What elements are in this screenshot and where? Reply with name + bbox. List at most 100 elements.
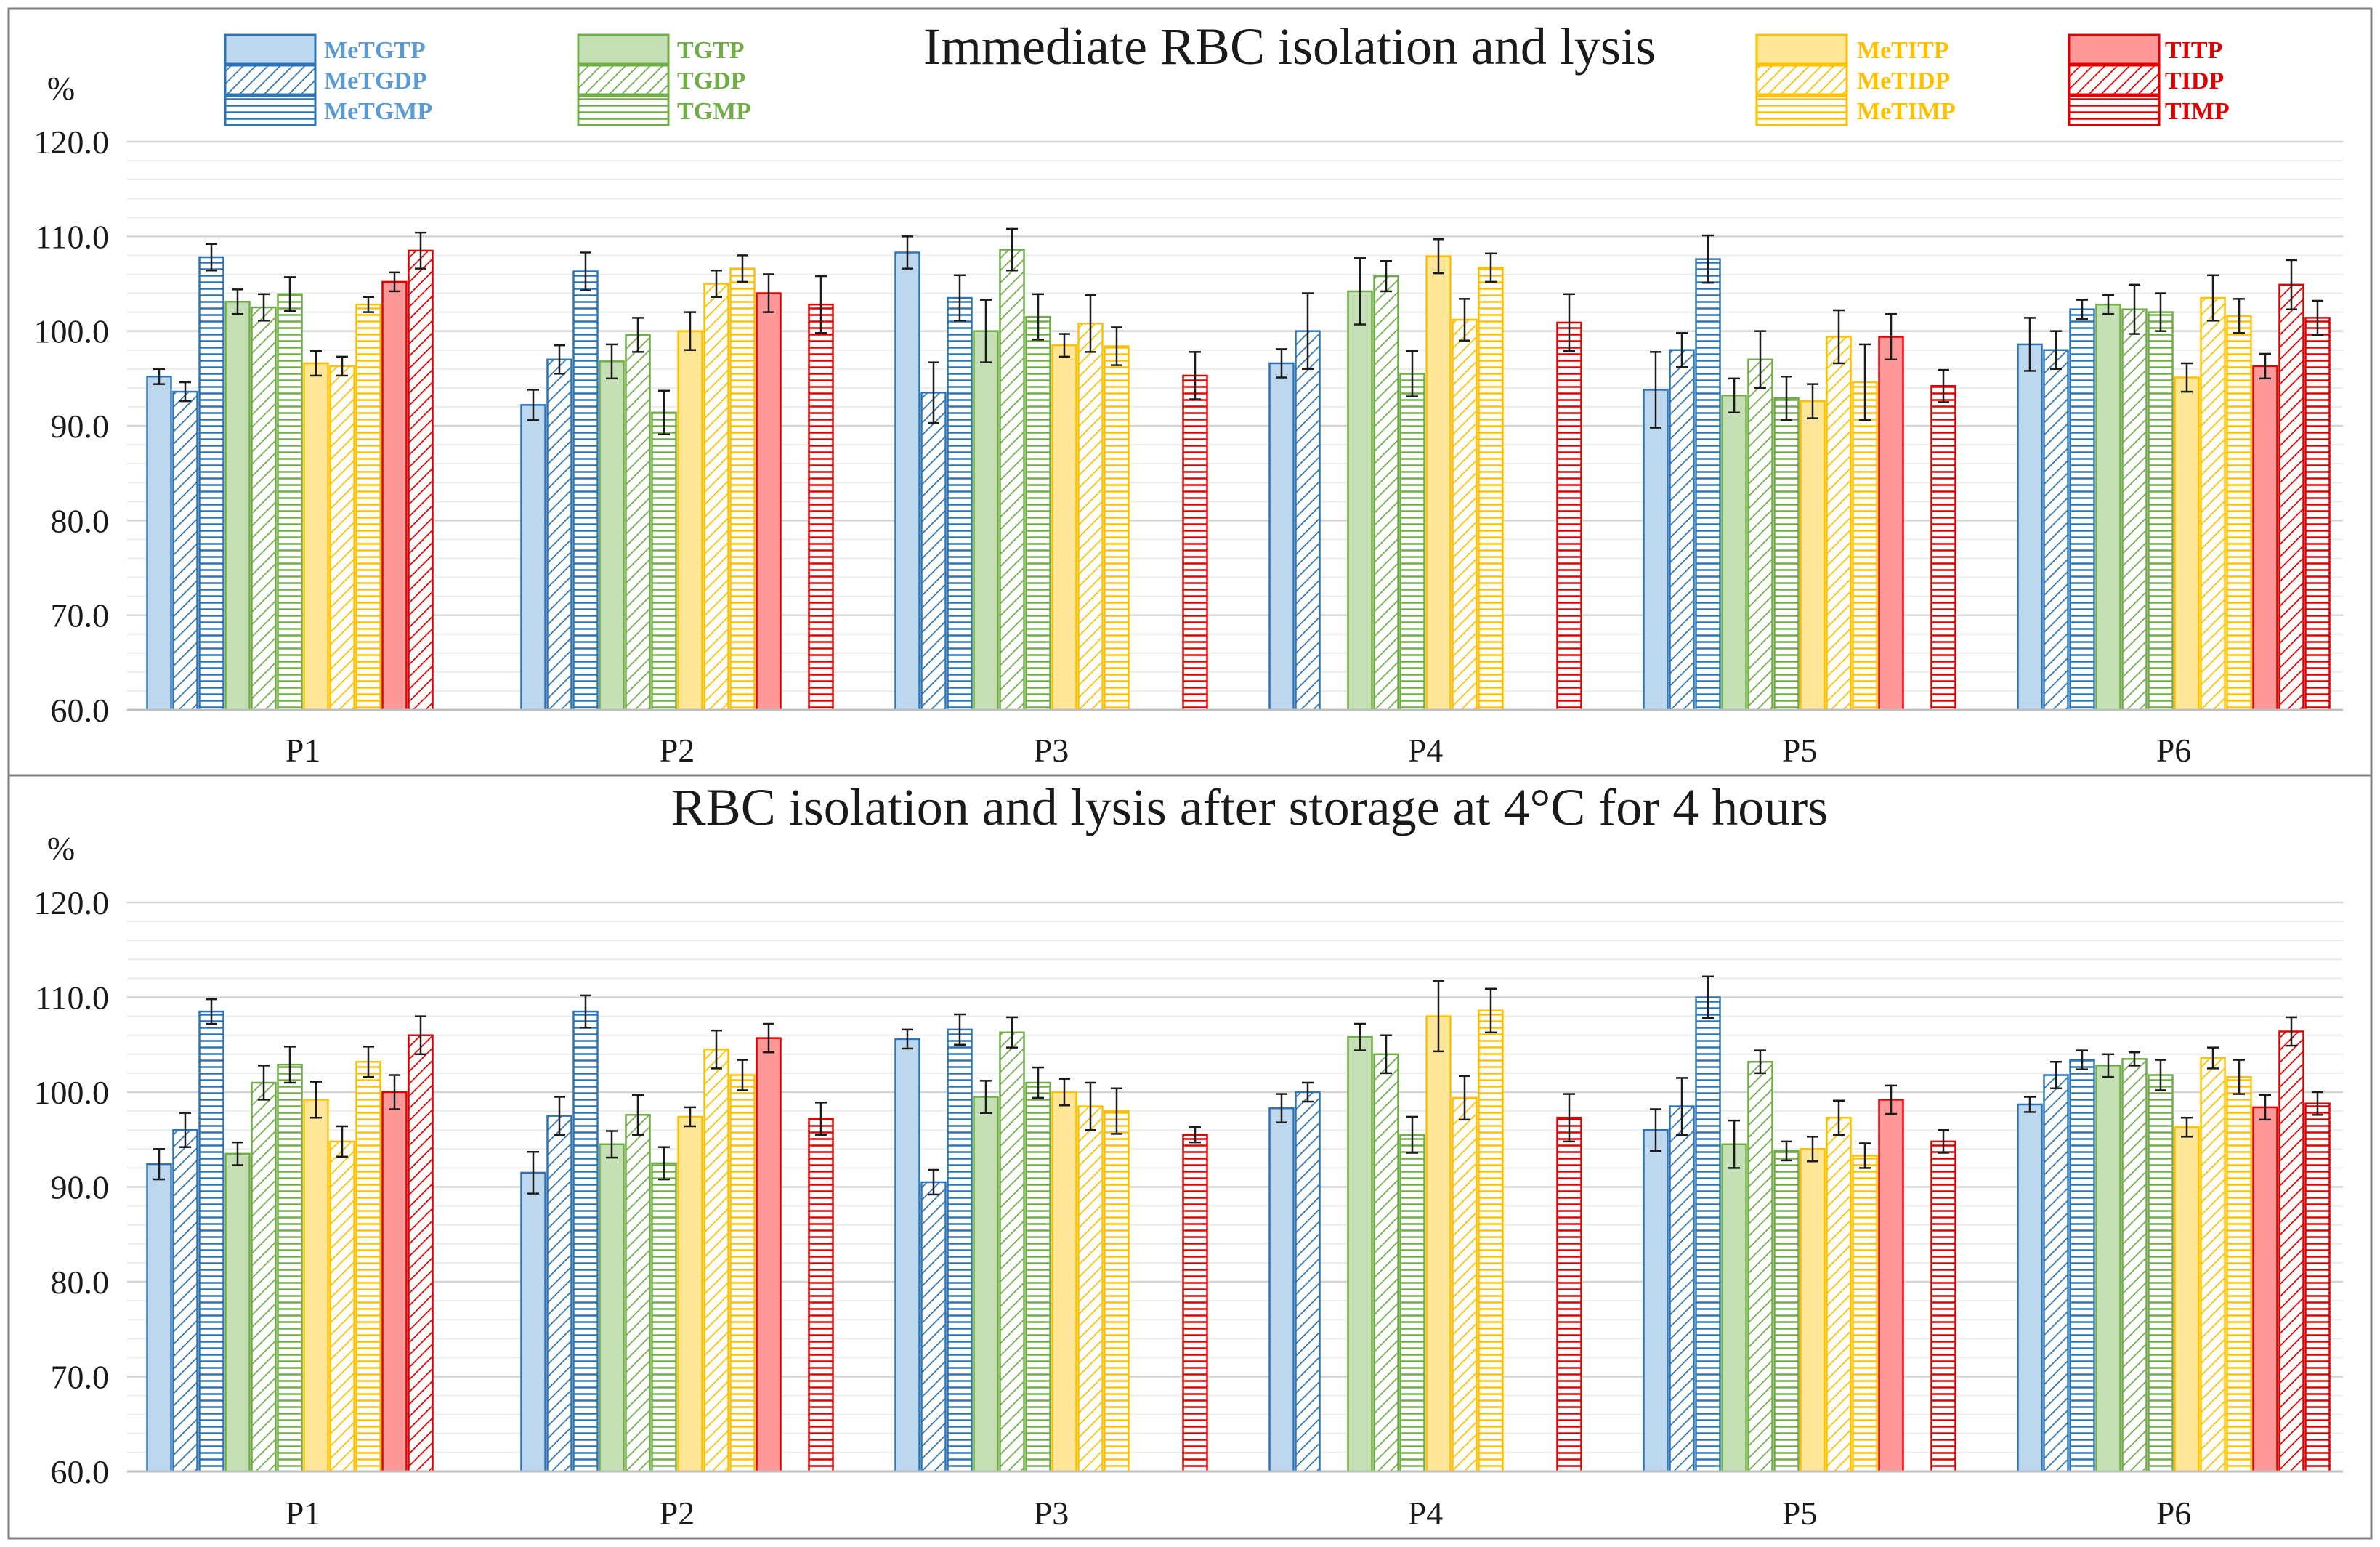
error-bar-metgtp-p6 <box>2024 1096 2036 1113</box>
x-category-label: P4 <box>1408 1495 1444 1532</box>
error-bar-tgmp-p1 <box>284 1046 296 1084</box>
error-bar-metgtp-p1 <box>153 368 165 385</box>
legend-swatch-tgtp <box>577 33 670 65</box>
bar-titp-p2 <box>756 292 782 711</box>
error-bar-timp-p3 <box>1189 351 1201 400</box>
error-bar-metitp-p4 <box>1433 238 1444 275</box>
error-bar-metitp-p6 <box>2181 1116 2193 1138</box>
bar-metgmp-p6 <box>2069 308 2095 711</box>
bar-tidp-p1 <box>408 249 434 711</box>
bar-metimp-p3 <box>1104 345 1130 711</box>
bar-metitp-p6 <box>2174 376 2200 711</box>
error-bar-metimp-p5 <box>1859 343 1871 421</box>
bar-metitp-p2 <box>677 1115 703 1473</box>
error-bar-metimp-p1 <box>363 296 374 313</box>
error-bar-timp-p5 <box>1938 1128 1949 1154</box>
bar-metidp-p4 <box>1452 318 1478 711</box>
bar-metgmp-p2 <box>572 270 599 711</box>
error-bar-tgdp-p3 <box>1006 1016 1018 1049</box>
error-bar-metimp-p6 <box>2233 298 2245 334</box>
error-bar-tgmp-p2 <box>658 1146 670 1181</box>
legend-swatch-metitp <box>1755 33 1848 65</box>
legend-group-yellow: MeTITP MeTIDP MeTIMP <box>1755 33 1956 126</box>
y-tick-label: 110.0 <box>35 218 109 255</box>
bar-timp-p6 <box>2304 317 2331 711</box>
error-bar-tgdp-p6 <box>2129 1051 2140 1067</box>
error-bar-metidp-p2 <box>711 1029 722 1070</box>
error-bar-metgdp-p3 <box>928 1168 939 1196</box>
error-bar-tidp-p6 <box>2286 1016 2297 1047</box>
error-bar-tgtp-p3 <box>980 1080 992 1114</box>
error-bar-tgtp-p1 <box>232 288 243 315</box>
error-bar-metimp-p4 <box>1485 987 1497 1034</box>
error-bar-tidp-p1 <box>415 1015 426 1056</box>
bar-metgtp-p4 <box>1268 1107 1295 1473</box>
error-bar-metidp-p5 <box>1833 309 1845 365</box>
bar-tidp-p6 <box>2278 1030 2304 1473</box>
error-bar-tgdp-p1 <box>258 1065 270 1101</box>
error-bar-metgdp-p5 <box>1676 332 1688 368</box>
y-tick-label: 80.0 <box>51 502 110 539</box>
y-tick-label: 100.0 <box>34 313 110 350</box>
legend-label-tidp: TIDP <box>2165 68 2224 94</box>
error-bar-metgtp-p6 <box>2024 317 2036 372</box>
error-bar-tgtp-p2 <box>606 1130 618 1159</box>
y-tick-label: 70.0 <box>51 1359 110 1396</box>
error-bar-tgdp-p5 <box>1754 1049 1766 1075</box>
error-bar-metgmp-p5 <box>1702 975 1714 1019</box>
bar-tgtp-p3 <box>973 1096 999 1473</box>
bar-metitp-p1 <box>303 362 329 711</box>
bar-tidp-p1 <box>408 1034 434 1473</box>
error-bar-metitp-p6 <box>2181 362 2193 393</box>
bar-metgmp-p5 <box>1695 996 1721 1473</box>
bar-metgdp-p6 <box>2043 349 2069 711</box>
bar-metimp-p1 <box>355 303 381 711</box>
error-bar-titp-p5 <box>1885 312 1897 361</box>
bar-metgmp-p1 <box>198 256 224 711</box>
bar-metgmp-p1 <box>198 1010 224 1473</box>
bar-metgmp-p6 <box>2069 1059 2095 1473</box>
legend-swatch-metgtp <box>224 33 317 65</box>
legend-group-green: TGTP TGDP TGMP <box>577 33 751 126</box>
error-bar-metidp-p4 <box>1459 298 1470 342</box>
bar-tgtp-p6 <box>2095 1065 2121 1473</box>
bar-metimp-p2 <box>729 1074 756 1473</box>
error-bar-metgdp-p4 <box>1302 1081 1314 1103</box>
error-bar-tgmp-p6 <box>2155 1059 2166 1091</box>
error-bar-metgmp-p5 <box>1702 234 1714 284</box>
legend-swatch-timp <box>2068 94 2161 126</box>
bar-tgdp-p5 <box>1747 358 1773 711</box>
bar-metgdp-p4 <box>1295 330 1321 711</box>
bar-metitp-p4 <box>1425 1015 1452 1473</box>
error-bar-tgdp-p4 <box>1380 1034 1392 1075</box>
bar-metidp-p4 <box>1452 1096 1478 1473</box>
bar-timp-p5 <box>1930 385 1956 711</box>
error-bar-tgmp-p3 <box>1032 1066 1044 1099</box>
bar-metgtp-p1 <box>146 375 172 711</box>
bar-metgdp-p5 <box>1669 349 1695 711</box>
error-bar-metitp-p3 <box>1059 1078 1070 1107</box>
bar-tgdp-p6 <box>2121 1058 2148 1473</box>
error-bar-metimp-p2 <box>737 1059 748 1091</box>
legend-label-tgtp: TGTP <box>677 37 745 64</box>
bar-metidp-p2 <box>703 283 729 711</box>
error-bar-titp-p6 <box>2259 352 2271 380</box>
x-category-label: P1 <box>286 1495 321 1532</box>
error-bar-metimp-p3 <box>1111 326 1122 366</box>
error-bar-metidp-p5 <box>1833 1099 1845 1136</box>
bar-tgdp-p1 <box>251 306 277 711</box>
error-bar-tgtp-p4 <box>1354 257 1366 326</box>
bar-tgmp-p2 <box>651 1162 677 1473</box>
bar-tgdp-p3 <box>999 1031 1025 1473</box>
bar-metgtp-p6 <box>2017 1103 2043 1473</box>
error-bar-metgdp-p2 <box>554 344 565 375</box>
error-bar-timp-p2 <box>815 275 827 334</box>
error-bar-metgtp-p5 <box>1650 351 1661 429</box>
error-bar-tidp-p6 <box>2286 259 2297 310</box>
bar-metidp-p3 <box>1077 1105 1104 1473</box>
error-bar-tgdp-p2 <box>632 317 644 353</box>
error-bar-tgtp-p5 <box>1728 377 1740 414</box>
y-tick-label: 80.0 <box>51 1264 110 1301</box>
y-tick-label: 60.0 <box>51 692 110 729</box>
